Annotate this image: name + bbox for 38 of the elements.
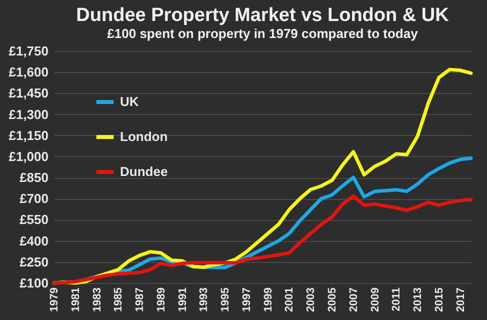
x-tick-label: 1979 [48, 288, 60, 312]
x-tick-label: 1991 [176, 288, 189, 312]
x-tick-label: 2007 [348, 288, 360, 312]
y-tick-label: £1,150 [8, 128, 48, 143]
legend-label: London [120, 129, 168, 144]
x-tick-label: 2015 [433, 288, 446, 312]
legend-label: UK [120, 94, 140, 109]
x-tick-label: 1985 [112, 288, 125, 312]
x-tick-label: 2003 [305, 288, 318, 312]
x-tick-label: 1989 [155, 288, 168, 312]
x-tick-label: 1993 [198, 288, 210, 312]
x-tick-label: 1981 [70, 288, 82, 312]
y-tick-label: £1,000 [8, 148, 48, 164]
y-tick-label: £700 [20, 191, 48, 206]
y-tick-label: £100 [20, 276, 48, 290]
x-tick-label: 1983 [91, 288, 104, 312]
legend-label: Dundee [120, 164, 168, 179]
x-tick-label: 1995 [220, 288, 232, 312]
y-tick-label: £400 [20, 233, 48, 248]
y-tick-label: £1,300 [8, 106, 48, 122]
x-tick-label: 2001 [284, 288, 296, 312]
x-tick-label: 2009 [369, 288, 382, 312]
y-tick-label: £1,750 [8, 44, 48, 58]
y-tick-label: £850 [20, 170, 48, 186]
y-tick-label: £1,600 [8, 64, 48, 80]
x-tick-label: 1997 [240, 288, 253, 312]
chart-subtitle: £100 spent on property in 1979 compared to today [107, 26, 419, 41]
y-tick-label: £1,450 [8, 86, 48, 101]
chart-title: Dundee Property Market vs London & UK [76, 5, 450, 26]
y-tick-label: £550 [20, 212, 48, 228]
x-tick-label: 2013 [412, 288, 424, 312]
x-tick-label: 2011 [390, 288, 403, 312]
x-tick-label: 1987 [134, 288, 146, 312]
line-series [52, 194, 473, 285]
x-tick-label: 2005 [326, 288, 338, 312]
x-tick-label: 1999 [262, 288, 274, 312]
y-tick-label: £250 [20, 254, 48, 270]
x-tick-label: 2017 [454, 288, 467, 312]
